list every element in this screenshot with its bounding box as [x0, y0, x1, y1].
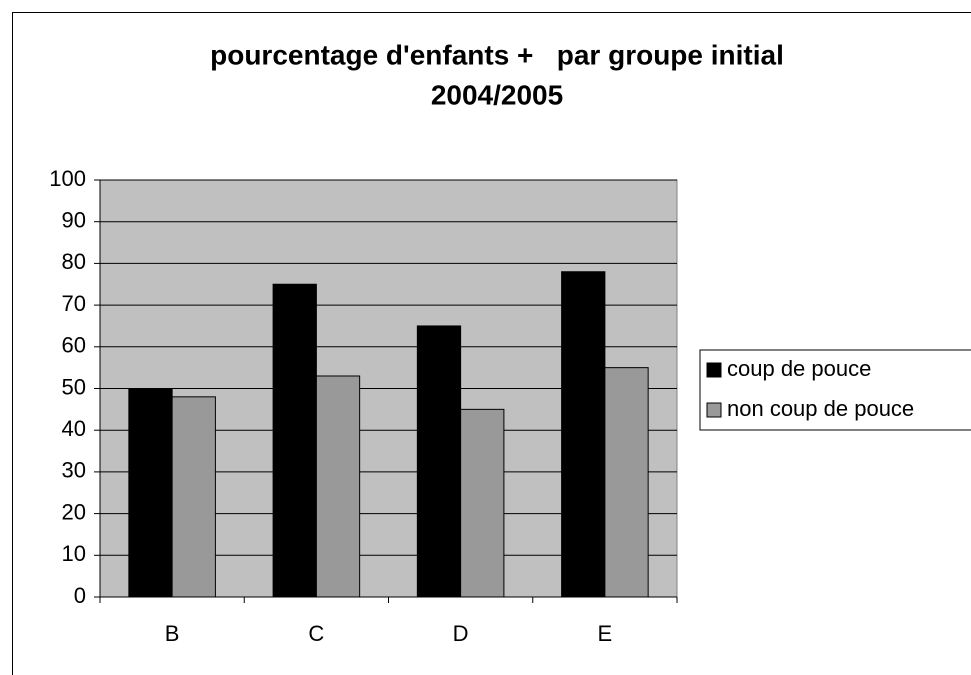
bar — [272, 283, 317, 598]
bar — [128, 388, 173, 598]
x-tick-label: E — [598, 621, 613, 646]
legend-swatch — [706, 402, 722, 418]
y-tick-label: 60 — [62, 333, 86, 358]
bar — [171, 396, 216, 598]
y-tick-label: 90 — [62, 208, 86, 233]
y-tick-label: 40 — [62, 416, 86, 441]
bar — [416, 325, 462, 598]
legend-label: coup de pouce — [727, 356, 871, 381]
x-tick-label: C — [308, 621, 324, 646]
y-tick-label: 0 — [74, 583, 86, 608]
bar — [315, 375, 361, 598]
y-tick-label: 100 — [49, 166, 86, 191]
legend-label: non coup de pouce — [727, 396, 914, 421]
bar — [561, 271, 606, 598]
y-tick-label: 80 — [62, 249, 86, 274]
legend-box — [699, 349, 971, 431]
y-tick-label: 70 — [62, 291, 86, 316]
bar — [460, 408, 505, 598]
x-tick-label: B — [165, 621, 180, 646]
chart-title: pourcentage d'enfants + par groupe initi… — [210, 39, 784, 70]
x-tick-label: D — [453, 621, 469, 646]
legend-swatch — [706, 362, 722, 378]
y-tick-label: 20 — [62, 499, 86, 524]
bar — [604, 367, 649, 598]
y-tick-label: 30 — [62, 458, 86, 483]
y-tick-label: 50 — [62, 374, 86, 399]
y-tick-label: 10 — [62, 541, 86, 566]
chart-title: 2004/2005 — [431, 79, 563, 110]
